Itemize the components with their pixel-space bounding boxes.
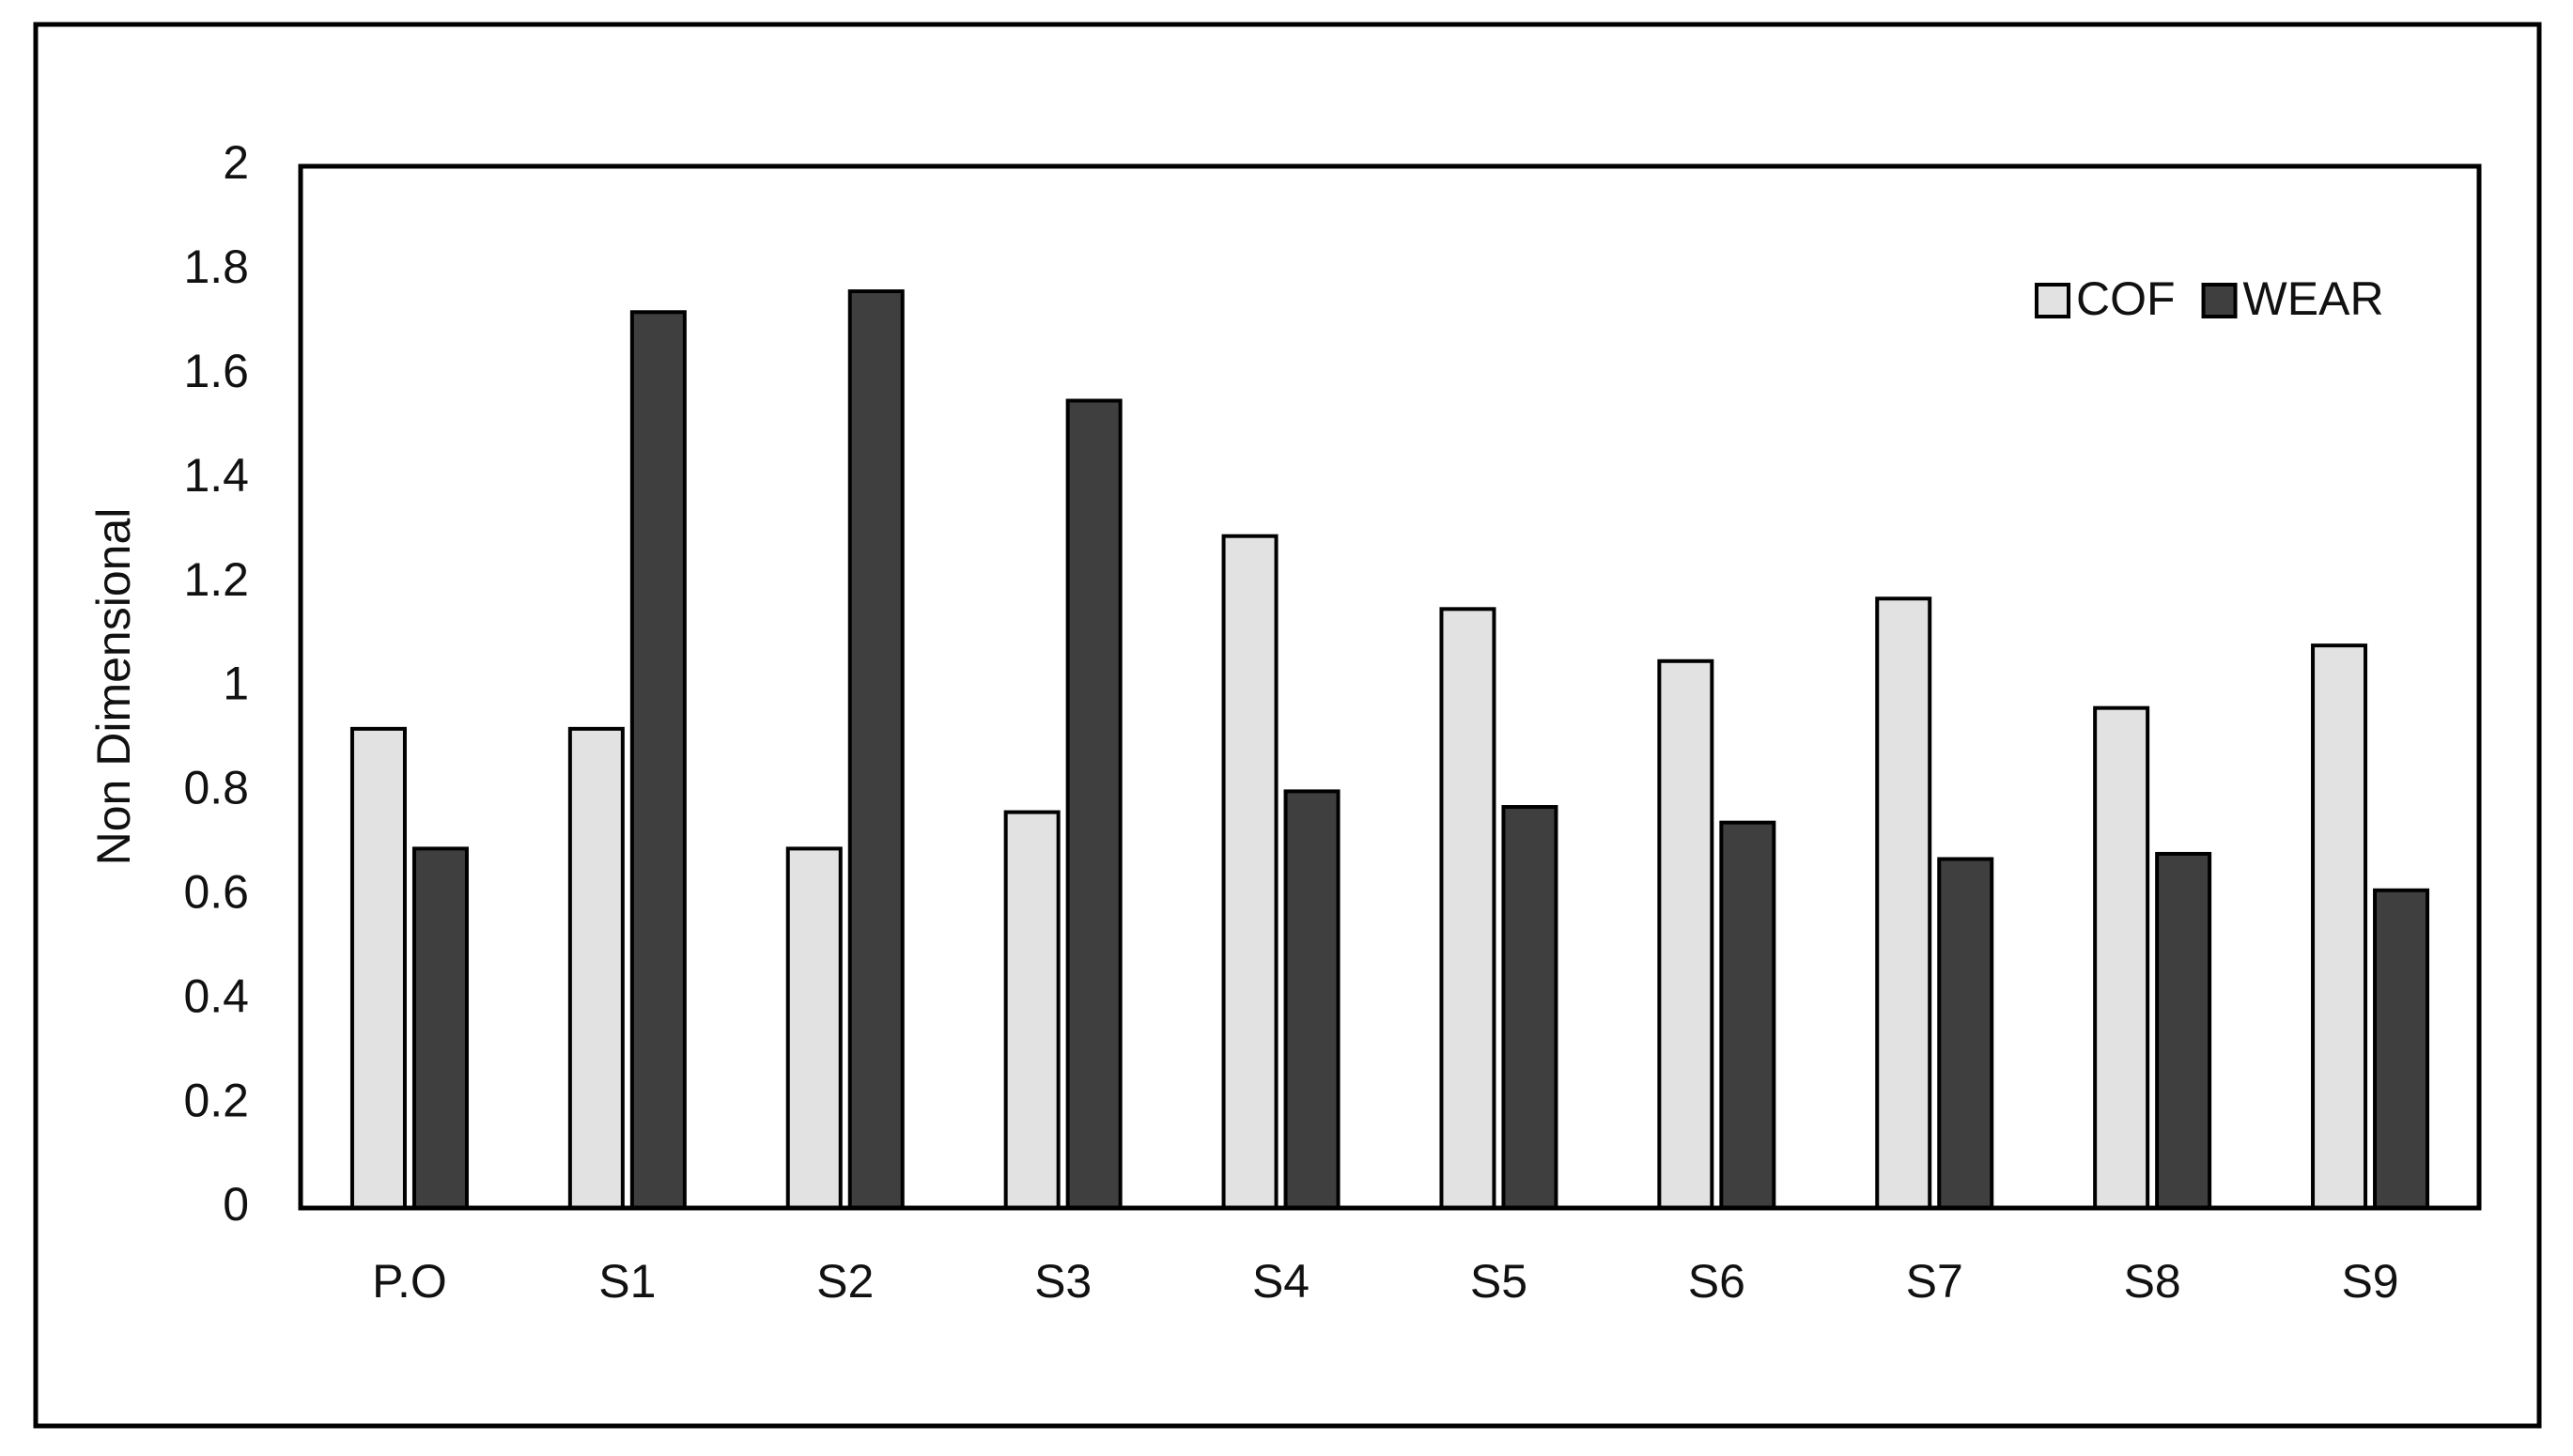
x-tick-label: S1	[598, 1255, 656, 1308]
bar	[411, 846, 469, 1211]
bar	[1065, 398, 1123, 1210]
bar	[1719, 820, 1776, 1210]
bar	[1501, 805, 1558, 1210]
y-tick-label: 0.6	[183, 866, 249, 919]
x-tick-label: S4	[1252, 1255, 1310, 1308]
bar	[2373, 888, 2430, 1210]
y-tick-label: 1.2	[183, 553, 249, 606]
y-tick-label: 0.2	[183, 1074, 249, 1126]
y-tick-label: 0.4	[183, 969, 249, 1022]
legend-label: WEAR	[2243, 272, 2384, 325]
bar	[785, 846, 843, 1211]
y-tick-label: 1.6	[183, 345, 249, 397]
bar	[349, 726, 407, 1210]
x-tick-label: S9	[2341, 1255, 2398, 1308]
y-tick-label: 0.8	[183, 762, 249, 814]
y-tick-label: 1	[223, 658, 249, 710]
y-tick-label: 1.8	[183, 240, 249, 293]
bar	[1283, 789, 1341, 1211]
bar	[629, 310, 687, 1210]
y-tick-label: 2	[223, 136, 249, 189]
y-axis-label: Non Dimensional	[87, 508, 140, 866]
x-tick-label: S7	[1906, 1255, 1963, 1308]
x-tick-label: S3	[1034, 1255, 1092, 1308]
bar	[847, 289, 905, 1210]
legend-label: COF	[2076, 272, 2176, 325]
bar	[2155, 851, 2212, 1210]
bar	[1875, 596, 1932, 1210]
y-tick-label: 0	[223, 1178, 249, 1231]
bar	[1937, 857, 1994, 1210]
x-tick-label: S8	[2124, 1255, 2181, 1308]
x-tick-label: S5	[1470, 1255, 1527, 1308]
bar	[2093, 705, 2150, 1210]
legend-swatch	[2201, 283, 2238, 318]
y-tick-label: 1.4	[183, 449, 249, 502]
legend-swatch	[2035, 283, 2070, 318]
bar	[1003, 810, 1061, 1211]
x-tick-label: P.O	[372, 1255, 447, 1308]
bar	[567, 726, 625, 1210]
bar	[1657, 658, 1714, 1210]
x-tick-label: S6	[1688, 1255, 1745, 1308]
bar	[2311, 643, 2368, 1210]
bar	[1221, 534, 1279, 1210]
bar	[1439, 607, 1496, 1210]
x-tick-label: S2	[816, 1255, 874, 1308]
